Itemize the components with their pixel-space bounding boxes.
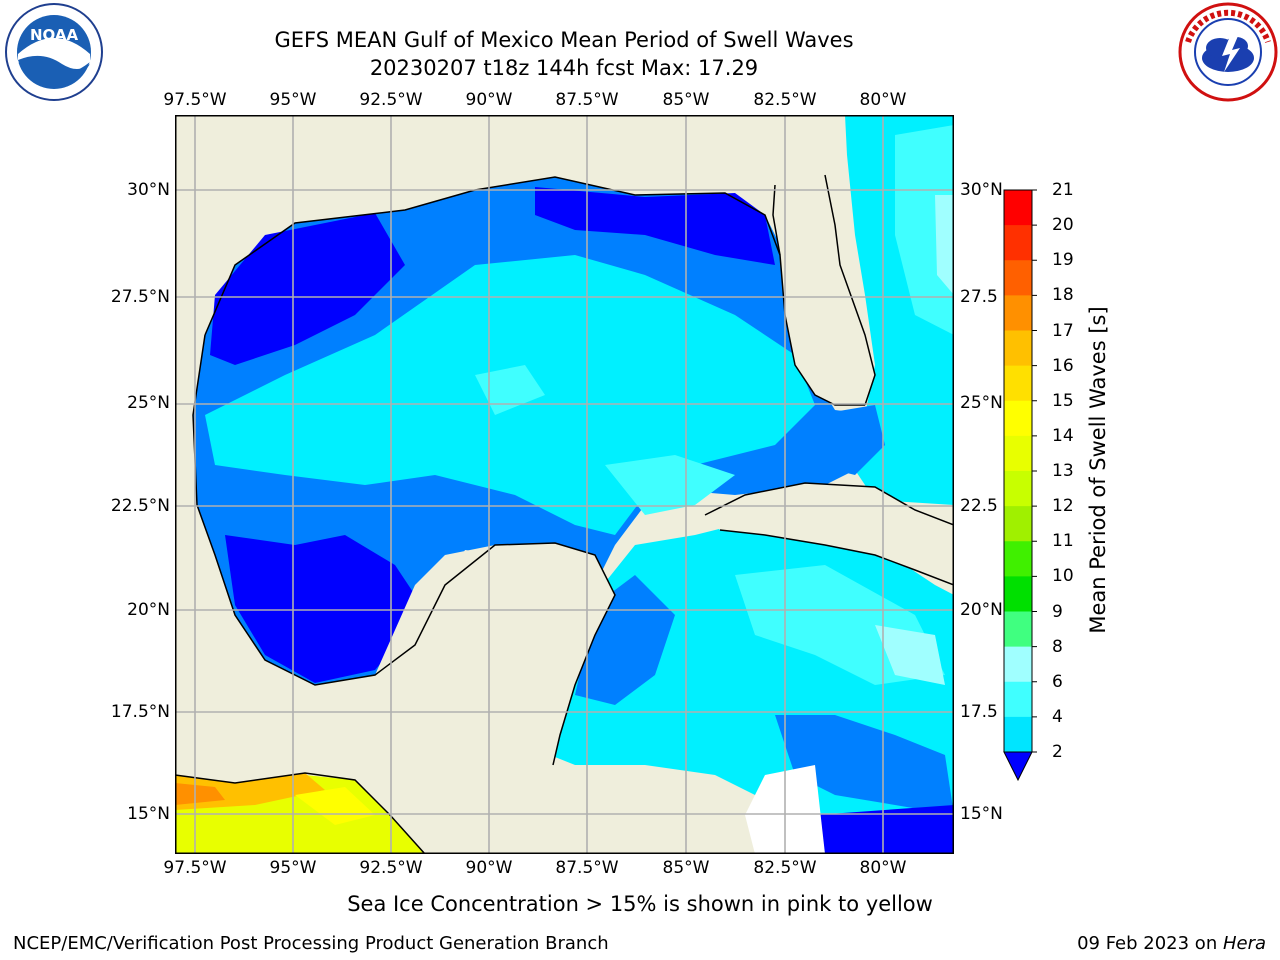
lat-label-right: 25°N	[960, 393, 1003, 413]
nws-logo	[1178, 2, 1278, 106]
lat-label-left: 30°N	[127, 180, 170, 200]
colorbar-bin	[1004, 295, 1032, 331]
lon-label-top: 87.5°W	[555, 90, 619, 110]
footer-host: Hera	[1222, 933, 1266, 954]
colorbar-tick-label: 20	[1052, 215, 1074, 236]
colorbar-bin	[1004, 471, 1032, 507]
lat-label-right: 20°N	[960, 600, 1003, 620]
colorbar-bin	[1004, 541, 1032, 577]
florida	[773, 175, 875, 405]
colorbar	[1003, 188, 1037, 788]
colorbar-tick-label: 16	[1052, 355, 1074, 376]
lon-label-bottom: 95°W	[269, 858, 317, 878]
colorbar-tick-label: 9	[1052, 601, 1063, 622]
colorbar-tick-label: 13	[1052, 461, 1074, 481]
colorbar-tick-label: 10	[1052, 566, 1074, 587]
colorbar-tick-label: 15	[1052, 390, 1074, 411]
colorbar-tick-label: 14	[1052, 425, 1074, 446]
colorbar-bin	[1004, 365, 1032, 402]
lon-label-bottom: 82.5°W	[753, 858, 817, 878]
colorbar-bin	[1004, 646, 1032, 683]
colorbar-bin	[1004, 330, 1032, 367]
colorbar-tick-label: 18	[1052, 285, 1074, 306]
lon-label-top: 95°W	[269, 90, 317, 110]
lon-label-top: 97.5°W	[163, 90, 227, 110]
lon-label-bottom: 85°W	[662, 858, 710, 878]
colorbar-bin	[1004, 716, 1032, 753]
colorbar-bin	[1004, 611, 1032, 648]
lat-label-left: 27.5°N	[110, 287, 170, 307]
lon-label-top: 85°W	[662, 90, 710, 110]
map-subtitle: 20230207 t18z 144h fcst Max: 17.29	[369, 56, 759, 80]
gulf-low-period-ne	[535, 187, 775, 265]
colorbar-bin	[1004, 576, 1032, 612]
lon-label-bottom: 80°W	[859, 858, 907, 878]
lat-label-left: 25°N	[127, 393, 170, 413]
colorbar-extend	[1003, 751, 1033, 782]
lon-label-bottom: 87.5°W	[555, 858, 619, 878]
footer-date-text: 09 Feb 2023 on	[1077, 933, 1223, 954]
colorbar-title: Mean Period of Swell Waves [s]	[1086, 306, 1110, 634]
colorbar-bin	[1004, 190, 1032, 226]
noaa-logo: NOAA	[2, 2, 106, 106]
lat-label-right: 17.5	[960, 702, 998, 722]
gulf-low-period-nw	[210, 213, 405, 365]
gulf-low-period-sw	[225, 535, 415, 683]
lat-label-right: 30°N	[960, 180, 1003, 200]
colorbar-tick-label: 11	[1052, 531, 1074, 552]
lat-label-right: 22.5	[960, 496, 998, 516]
colorbar-bin	[1004, 400, 1032, 437]
lat-label-left: 17.5°N	[110, 702, 170, 722]
colorbar-bin	[1004, 435, 1032, 472]
map-title: GEFS MEAN Gulf of Mexico Mean Period of …	[274, 28, 854, 52]
lon-label-top: 92.5°W	[359, 90, 423, 110]
lat-label-left: 15°N	[127, 804, 170, 824]
colorbar-tick-label: 12	[1052, 496, 1074, 517]
lat-label-left: 20°N	[127, 600, 170, 620]
footer-date: 09 Feb 2023 on Hera	[1077, 933, 1266, 954]
colorbar-tick-label: 21	[1052, 180, 1074, 200]
colorbar-bin	[1004, 681, 1032, 718]
footer-branch: NCEP/EMC/Verification Post Processing Pr…	[13, 933, 609, 954]
noaa-text: NOAA	[30, 26, 79, 44]
colorbar-bin	[1004, 506, 1032, 542]
cuba	[705, 483, 954, 585]
lon-label-top: 80°W	[859, 90, 907, 110]
colorbar-tick-label: 2	[1052, 742, 1063, 762]
colorbar-tick-label: 19	[1052, 250, 1074, 271]
lon-label-bottom: 90°W	[465, 858, 513, 878]
colorbar-bin	[1004, 260, 1032, 296]
lat-label-right: 27.5	[960, 287, 998, 307]
colorbar-tick-label: 4	[1052, 706, 1063, 727]
colorbar-bin	[1004, 225, 1032, 261]
lon-label-top: 82.5°W	[753, 90, 817, 110]
lon-label-bottom: 97.5°W	[163, 858, 227, 878]
graticule	[175, 115, 954, 854]
colorbar-tick-label: 6	[1052, 671, 1063, 692]
lon-label-top: 90°W	[465, 90, 513, 110]
lat-label-right: 15°N	[960, 804, 1003, 824]
ice-note: Sea Ice Concentration > 15% is shown in …	[347, 892, 933, 916]
colorbar-tick-label: 8	[1052, 636, 1063, 657]
colorbar-tick-label: 17	[1052, 320, 1074, 341]
lon-label-bottom: 92.5°W	[359, 858, 423, 878]
lat-label-left: 22.5°N	[110, 496, 170, 516]
map-panel	[174, 115, 955, 858]
